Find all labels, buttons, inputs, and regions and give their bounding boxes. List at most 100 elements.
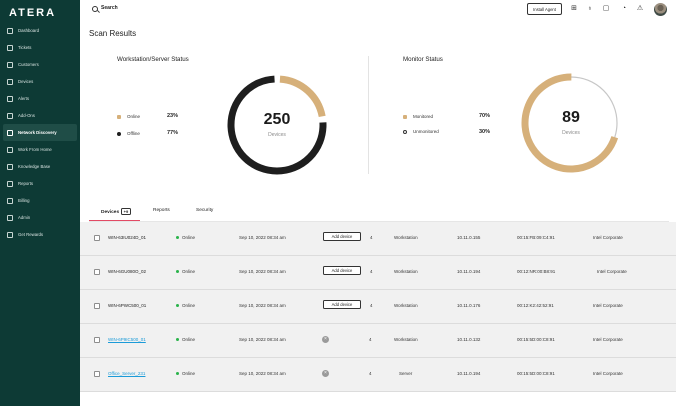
scan-date: Sep 10, 2022 08:34 am [239,371,286,376]
tab-badge: +9 [121,208,131,215]
sidebar-item-alerts[interactable]: Alerts [3,90,77,107]
dashboard-icon [7,27,13,34]
results-tabs: Devices +9 Reports Security [89,204,669,222]
tab-reports[interactable]: Reports [153,208,170,213]
sidebar-item-label: Billing [18,198,30,203]
sidebar-item-label: Knowledge Base [18,164,51,169]
add-device-button[interactable]: Add device [323,300,361,309]
vendor: Intel Corporate [593,337,623,342]
sidebar-item-tickets[interactable]: Tickets [3,39,77,56]
status-text: Online [182,371,196,376]
customers-icon [7,61,13,68]
legend-label: Offline [127,131,140,136]
tab-security[interactable]: Security [196,208,214,213]
donut-offline-arc [227,75,327,175]
book-icon [7,163,13,170]
search-input[interactable]: Search [101,5,118,11]
monitor-donut-svg [521,73,621,173]
row-checkbox[interactable] [94,269,100,275]
plus-square-icon[interactable]: ⊞ [571,5,577,12]
mac-address: 00:15:5D:00:C8:91 [517,371,555,376]
sidebar-item-billing[interactable]: Billing [3,192,77,209]
sidebar-item-label: Admin [18,215,31,220]
unmonitored-percentage: 30% [479,129,491,135]
sidebar-item-devices[interactable]: Devices [3,73,77,90]
chat-icon[interactable]: ▢ [602,5,610,12]
table-row[interactable]: WIN-6GU080O_02 Online Sep 10, 2022 08:34… [80,256,676,290]
mac-address: 00:12:K2:42:52:91 [517,303,554,308]
table-row[interactable]: WIN-6PWC500_01 Online Sep 10, 2022 08:34… [80,290,676,324]
device-count: 4 [369,371,372,376]
workstation-donut-svg [227,75,327,175]
monitor-icon [7,78,13,85]
sidebar-item-label: Get Rewards [18,232,44,237]
vendor: Intel Corporate [593,235,623,240]
legend-monitored: Monitored [403,114,433,119]
top-bar: Search Install Agent ⊞ ♁ ▢ ◔ ⚠ [80,0,676,22]
remove-icon[interactable]: × [322,336,329,343]
sidebar-item-reports[interactable]: Reports [3,175,77,192]
legend-label: Online [127,114,141,119]
device-count: 4 [369,337,372,342]
online-dot [176,338,179,341]
donut-center: 250 Devices [225,73,329,177]
sidebar-item-label: Network Discovery [18,130,57,135]
sidebar-item-label: Reports [18,181,34,186]
table-row[interactable]: WIN-63IU024D_01 Online Sep 10, 2022 08:3… [80,222,676,256]
sidebar: ATERA Dashboard Tickets Customers Device… [0,0,80,406]
avatar[interactable] [654,3,667,16]
lightbulb-icon[interactable]: ♁ [587,5,593,12]
row-checkbox[interactable] [94,371,100,377]
total-devices-label: Devices [268,132,286,138]
device-status: Online [176,371,195,376]
table-row[interactable]: WIN-6P9IC500_01 Online Sep 10, 2022 08:3… [80,324,676,358]
device-name: WIN-63IU024D_01 [108,235,147,240]
sidebar-item-network-discovery[interactable]: Network Discovery [3,124,77,141]
add-device-button[interactable]: Add device [323,232,361,241]
monitor-total-label: Devices [562,130,580,136]
sidebar-item-customers[interactable]: Customers [3,56,77,73]
sidebar-item-dashboard[interactable]: Dashboard [3,22,77,39]
active-tab-indicator [89,220,140,222]
status-text: Online [182,303,196,308]
sidebar-nav: Dashboard Tickets Customers Devices Aler… [3,22,77,243]
device-status: Online [176,337,195,342]
bell-icon[interactable]: ◔ [621,5,627,12]
scan-date: Sep 10, 2022 08:34 am [239,269,286,274]
row-checkbox[interactable] [94,303,100,309]
online-dot [176,304,179,307]
sidebar-item-label: Dashboard [18,28,40,33]
atera-logo[interactable]: ATERA [9,7,57,19]
add-device-button[interactable]: Add device [323,266,361,275]
sidebar-item-label: Tickets [18,45,32,50]
gear-icon [7,214,13,221]
main-content: Scan Results Workstation/Server Status O… [80,22,676,406]
online-dot [176,372,179,375]
online-dot [176,236,179,239]
install-agent-button[interactable]: Install Agent [527,3,562,15]
row-checkbox[interactable] [94,235,100,241]
warning-icon[interactable]: ⚠ [636,5,644,12]
sidebar-item-get-rewards[interactable]: Get Rewards [3,226,77,243]
legend-label: Unmonitored [413,129,439,134]
device-type: Workstation [394,303,418,308]
tab-label: Devices [101,210,120,215]
row-checkbox[interactable] [94,337,100,343]
tab-devices[interactable]: Devices +9 [101,208,131,215]
sidebar-item-admin[interactable]: Admin [3,209,77,226]
legend-swatch [117,114,121,119]
vendor: Intel Corporate [597,269,627,274]
remove-icon[interactable]: × [322,370,329,377]
ip-address: 10.11.0.132 [457,337,481,342]
status-text: Online [182,337,196,342]
search-icon[interactable] [92,6,98,12]
table-row[interactable]: Office_Server_231 Online Sep 10, 2022 08… [80,358,676,392]
sidebar-item-addons[interactable]: Add-Ons [3,107,77,124]
sidebar-item-work-from-home[interactable]: Work From Home [3,141,77,158]
sidebar-item-knowledge-base[interactable]: Knowledge Base [3,158,77,175]
mac-address: 00:12:NR:00:B8:91 [517,269,556,274]
device-name-link[interactable]: Office_Server_231 [108,371,146,376]
device-name-link[interactable]: WIN-6P9IC500_01 [108,337,146,342]
device-name: WIN-6GU080O_02 [108,269,147,274]
bell-icon [7,95,13,102]
